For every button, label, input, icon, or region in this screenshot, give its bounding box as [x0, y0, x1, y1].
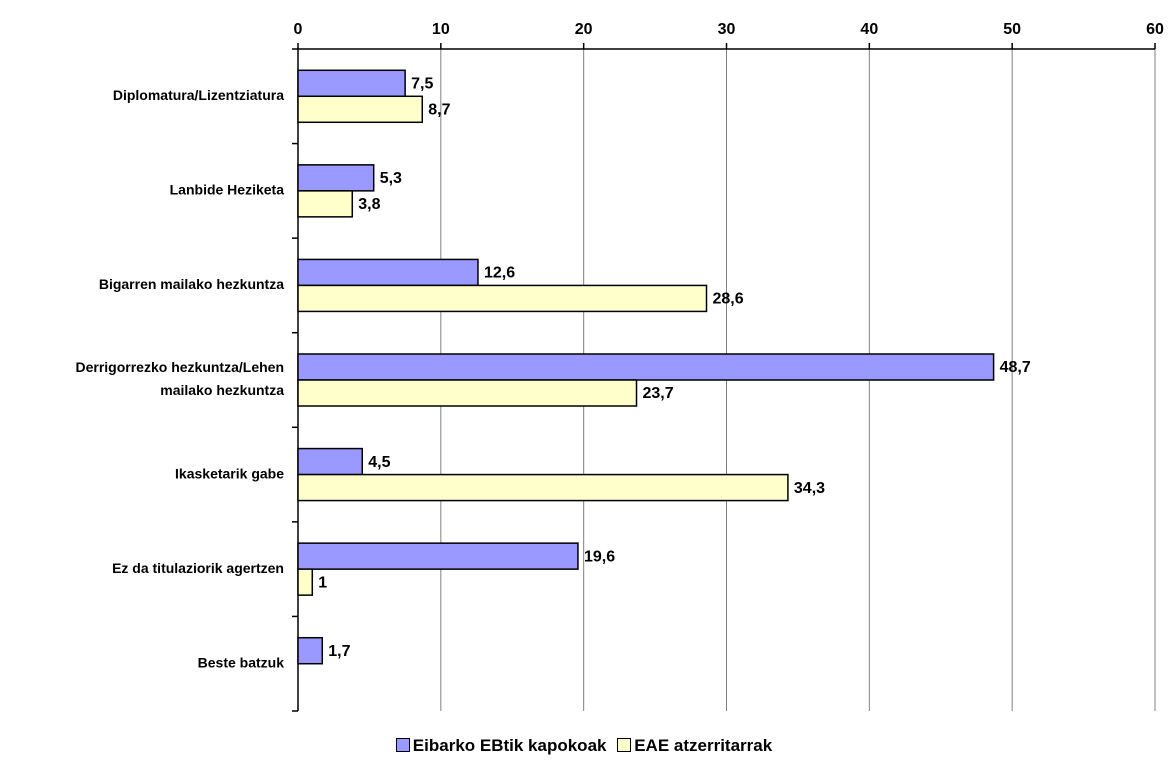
legend-item-series-1: Eibarko EBtik kapokoak — [395, 736, 607, 756]
category-label: Ikasketarik gabe — [175, 465, 284, 481]
bar-series-2 — [297, 568, 314, 596]
bar-series-1 — [297, 447, 364, 476]
data-label: 23,7 — [643, 385, 674, 402]
bar-series-2 — [297, 379, 638, 407]
x-tick-label: 10 — [432, 21, 450, 38]
data-label: 4,5 — [368, 454, 390, 471]
bar-series-1 — [297, 542, 579, 570]
category-label: Bigarren mailako hezkuntza — [99, 276, 284, 292]
legend: Eibarko EBtik kapokoak EAE atzerritarrak — [0, 736, 1168, 756]
legend-label-series-1: Eibarko EBtik kapokoak — [412, 736, 607, 755]
data-label: 28,6 — [713, 291, 744, 308]
data-label: 8,7 — [428, 102, 450, 119]
data-label: 19,6 — [584, 548, 615, 565]
data-label: 1 — [318, 574, 327, 591]
bar-series-1 — [297, 258, 479, 287]
category-label: Derrigorrezko hezkuntza/Lehen — [76, 359, 285, 375]
bar-series-2 — [297, 473, 789, 502]
legend-item-series-2: EAE atzerritarrak — [617, 736, 772, 756]
x-tick-label: 30 — [718, 21, 736, 38]
x-tick-label: 50 — [1003, 21, 1021, 38]
data-label: 48,7 — [1000, 359, 1031, 376]
x-tick-label: 60 — [1146, 21, 1164, 38]
bar-series-1 — [297, 69, 406, 98]
bar-series-2 — [297, 95, 424, 124]
legend-label-series-2: EAE atzerritarrak — [634, 736, 773, 755]
category-label: Diplomatura/Lizentziatura — [113, 87, 284, 103]
data-label: 34,3 — [794, 480, 825, 497]
category-label: Beste batzuk — [198, 654, 285, 670]
category-label: Lanbide Heziketa — [170, 182, 285, 198]
bar-series-2 — [297, 284, 708, 313]
bar-series-1 — [297, 164, 375, 192]
data-label: 7,5 — [411, 76, 433, 93]
x-tick-label: 40 — [860, 21, 878, 38]
category-label: mailako hezkuntza — [160, 382, 284, 398]
data-label: 12,6 — [484, 265, 515, 282]
legend-swatch-series-2 — [617, 738, 632, 752]
data-label: 5,3 — [380, 170, 402, 187]
bar-series-2 — [297, 190, 354, 218]
bar-series-1 — [297, 636, 324, 665]
x-tick-label: 0 — [294, 21, 303, 38]
x-tick-label: 20 — [575, 21, 593, 38]
bar-chart: 0 10 20 30 40 50 60 Diplomatura/Lizentziatura 7,… — [76, 21, 1164, 712]
legend-swatch-series-1 — [395, 738, 410, 752]
data-label: 1,7 — [328, 643, 350, 660]
bar-series-1 — [297, 353, 995, 381]
category-label: Ez da titulaziorik agertzen — [112, 560, 284, 576]
data-label: 3,8 — [358, 196, 380, 213]
